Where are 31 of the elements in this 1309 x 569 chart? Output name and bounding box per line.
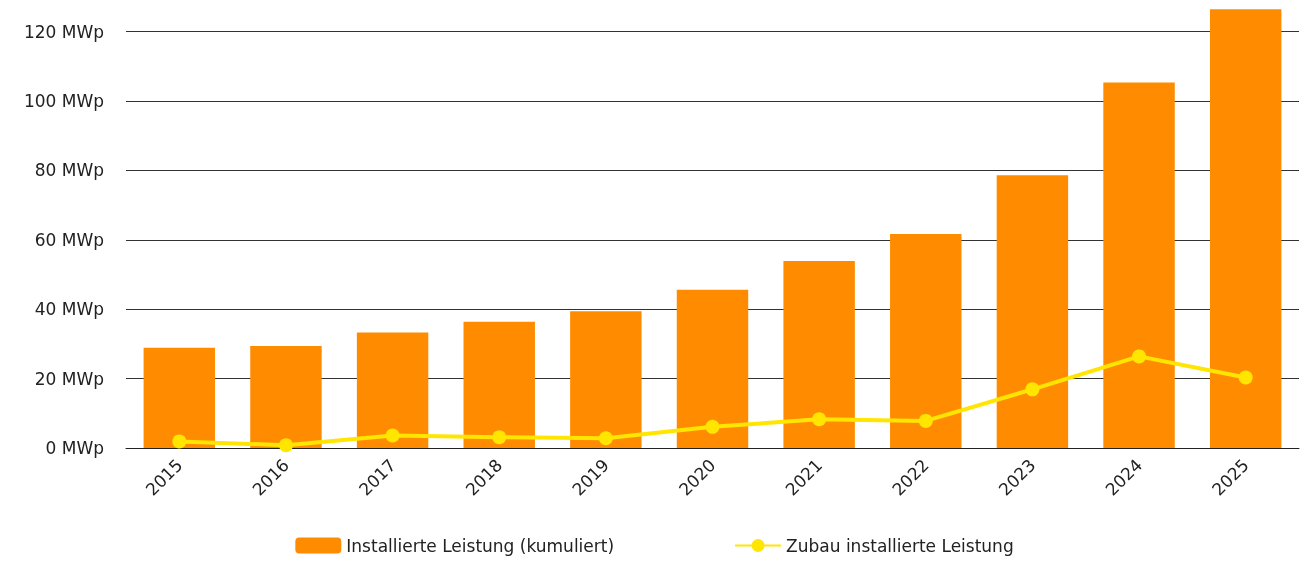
y-tick-label: 20 MWp: [34, 368, 104, 389]
point: [1132, 349, 1147, 364]
point: [492, 430, 507, 445]
point: [278, 438, 293, 453]
bar: [250, 345, 322, 448]
legend-label: Installierte Leistung (kumuliert): [346, 535, 615, 556]
y-tick-label: 40 MWp: [34, 299, 104, 320]
point: [172, 434, 187, 449]
y-tick-label: 80 MWp: [34, 160, 104, 181]
y-tick-label: 100 MWp: [23, 90, 104, 111]
point: [1025, 382, 1040, 397]
y-tick-label: 0 MWp: [45, 438, 104, 458]
y-tick-label: 120 MWp: [23, 21, 104, 42]
bar: [1209, 9, 1282, 448]
bar: [996, 175, 1069, 448]
bar: [463, 321, 535, 448]
bar: [143, 347, 216, 448]
point: [385, 428, 400, 443]
y-tick-label: 60 MWp: [34, 229, 104, 250]
bar: [890, 233, 962, 448]
bar: [356, 332, 429, 448]
point: [705, 419, 720, 434]
bar: [1103, 82, 1175, 448]
bar: [783, 260, 855, 448]
bar: [676, 289, 749, 448]
legend-label: Zubau installierte Leistung: [786, 535, 1014, 556]
point: [1238, 370, 1253, 385]
bar: [570, 311, 642, 448]
point: [598, 431, 613, 446]
point: [918, 413, 933, 428]
point: [812, 412, 827, 427]
